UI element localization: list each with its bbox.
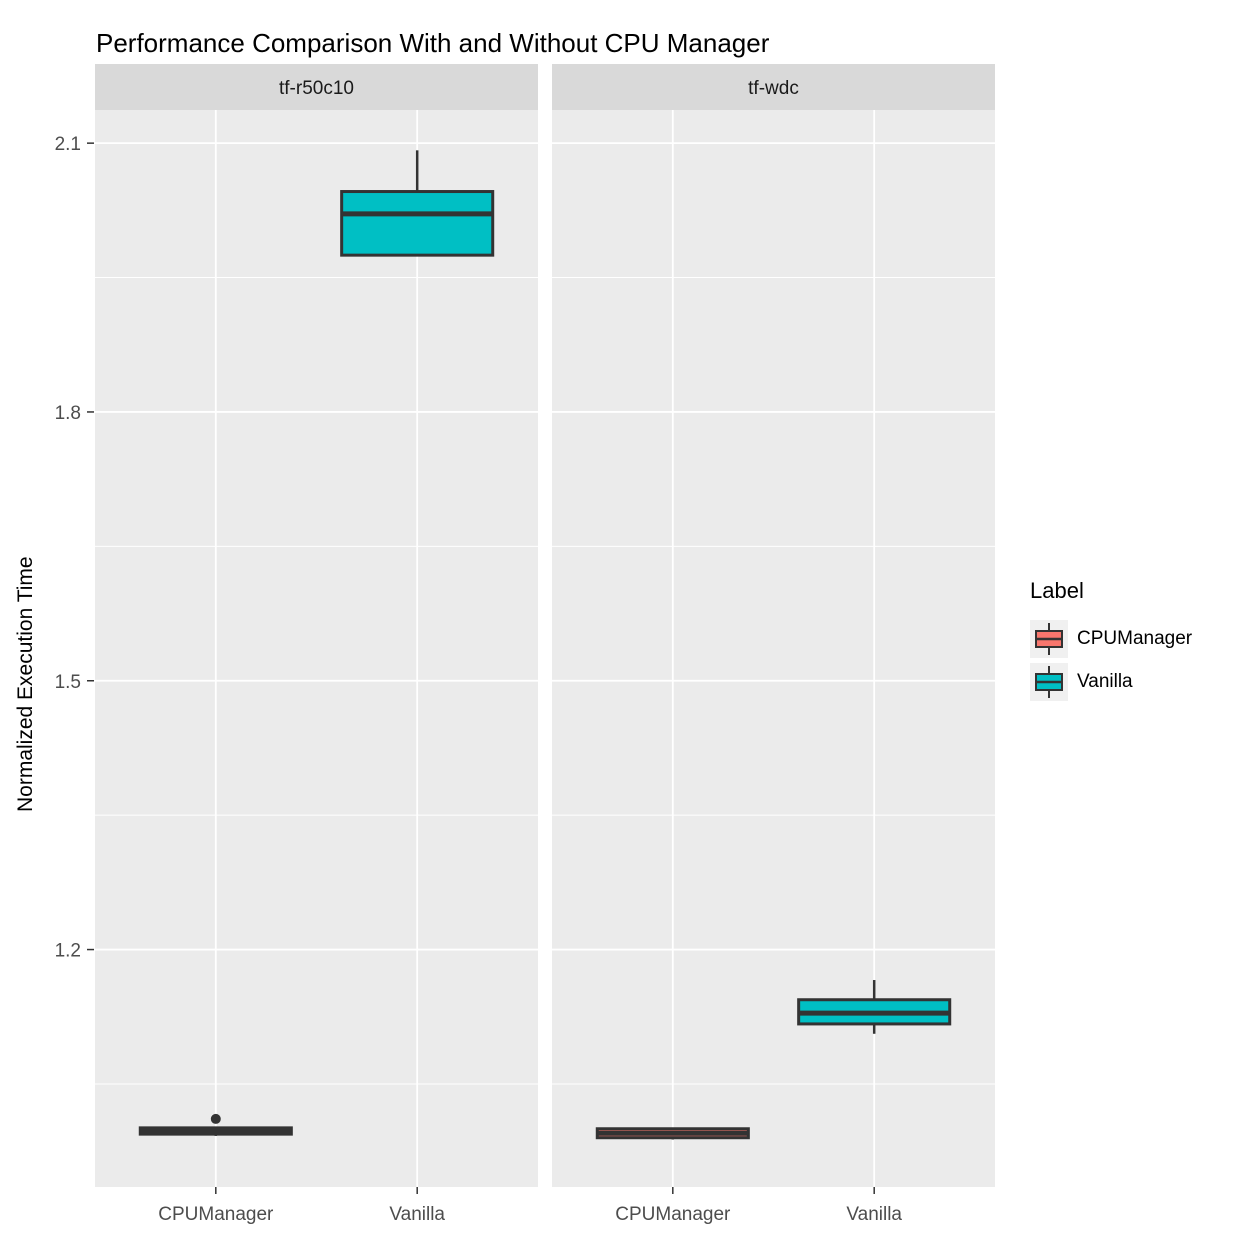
gridlines (95, 110, 538, 1187)
legend: Label CPUManager Vanilla (1030, 578, 1192, 706)
x-tick-label: CPUManager (615, 1204, 731, 1225)
legend-item-label: CPUManager (1077, 628, 1193, 649)
y-tick-label: 1.8 (55, 403, 81, 424)
gridlines (552, 110, 995, 1187)
facet-strip (95, 64, 538, 110)
legend-item-cpumanager: CPUManager (1030, 620, 1192, 658)
facet-panel-tf-r50c10: tf-r50c10 CPUManager Vanilla (95, 64, 538, 1225)
y-axis-title: Normalized Execution Time (14, 556, 37, 812)
y-axis: 2.1 1.8 1.5 1.2 (55, 134, 94, 962)
facet-strip (552, 64, 995, 110)
x-tick-label: Vanilla (846, 1204, 902, 1225)
legend-key-boxplot-icon (1030, 663, 1068, 701)
y-tick-label: 1.2 (55, 941, 81, 962)
legend-title: Label (1030, 578, 1084, 603)
panel-background (552, 110, 995, 1187)
facet-panel-tf-wdc: tf-wdc CPUManager Vanilla (552, 64, 995, 1225)
panel-background (95, 110, 538, 1187)
x-tick-label: CPUManager (158, 1204, 274, 1225)
facet-strip-label: tf-r50c10 (279, 78, 354, 99)
boxplot-tf-wdc-Vanilla (797, 980, 952, 1034)
facet-strip-label: tf-wdc (748, 78, 799, 99)
legend-item-vanilla: Vanilla (1030, 663, 1192, 701)
chart-title: Performance Comparison With and Without … (96, 28, 770, 58)
legend-items: CPUManager Vanilla (1030, 620, 1192, 706)
y-tick-label: 1.5 (55, 672, 81, 693)
boxplot-tf-r50c10-Vanilla (340, 150, 495, 257)
boxplot-tf-wdc-CPUManager (595, 1127, 750, 1140)
legend-item-label: Vanilla (1077, 671, 1133, 692)
boxplot-tf-r50c10-CPUManager (138, 1113, 293, 1136)
y-tick-label: 2.1 (55, 134, 81, 155)
x-tick-label: Vanilla (389, 1204, 445, 1225)
outlier-point (210, 1113, 221, 1124)
legend-key-boxplot-icon (1030, 620, 1068, 658)
box (340, 190, 495, 257)
